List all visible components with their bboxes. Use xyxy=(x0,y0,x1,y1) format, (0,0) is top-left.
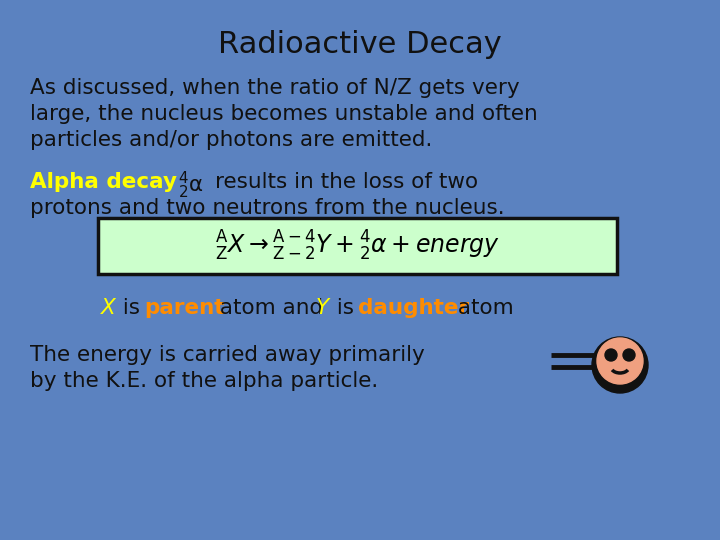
Text: protons and two neutrons from the nucleus.: protons and two neutrons from the nucleu… xyxy=(30,198,505,218)
Text: particles and/or photons are emitted.: particles and/or photons are emitted. xyxy=(30,130,433,150)
Text: atom: atom xyxy=(451,298,514,318)
FancyBboxPatch shape xyxy=(98,218,617,274)
Text: by the K.E. of the alpha particle.: by the K.E. of the alpha particle. xyxy=(30,371,378,391)
Text: is: is xyxy=(330,298,361,318)
Text: $\mathregular{^4_2\alpha}$: $\mathregular{^4_2\alpha}$ xyxy=(178,170,204,201)
Circle shape xyxy=(605,349,617,361)
Circle shape xyxy=(623,349,635,361)
Text: atom and: atom and xyxy=(213,298,330,318)
Text: daughter: daughter xyxy=(358,298,469,318)
Text: Radioactive Decay: Radioactive Decay xyxy=(218,30,502,59)
Text: parent: parent xyxy=(144,298,225,318)
Text: The energy is carried away primarily: The energy is carried away primarily xyxy=(30,345,425,365)
Text: $\mathit{X}$: $\mathit{X}$ xyxy=(100,298,118,318)
Text: large, the nucleus becomes unstable and often: large, the nucleus becomes unstable and … xyxy=(30,104,538,124)
Text: $\mathit{Y}$: $\mathit{Y}$ xyxy=(315,298,331,318)
Text: results in the loss of two: results in the loss of two xyxy=(215,172,478,192)
Text: $\mathregular{^A_Z}X \rightarrow \mathregular{^{A-4}_{Z-2}}Y + \mathregular{^4_2: $\mathregular{^A_Z}X \rightarrow \mathre… xyxy=(215,229,500,263)
Text: As discussed, when the ratio of N/Z gets very: As discussed, when the ratio of N/Z gets… xyxy=(30,78,520,98)
Text: Alpha decay: Alpha decay xyxy=(30,172,177,192)
Text: is: is xyxy=(116,298,147,318)
Circle shape xyxy=(597,338,643,384)
Circle shape xyxy=(592,337,648,393)
